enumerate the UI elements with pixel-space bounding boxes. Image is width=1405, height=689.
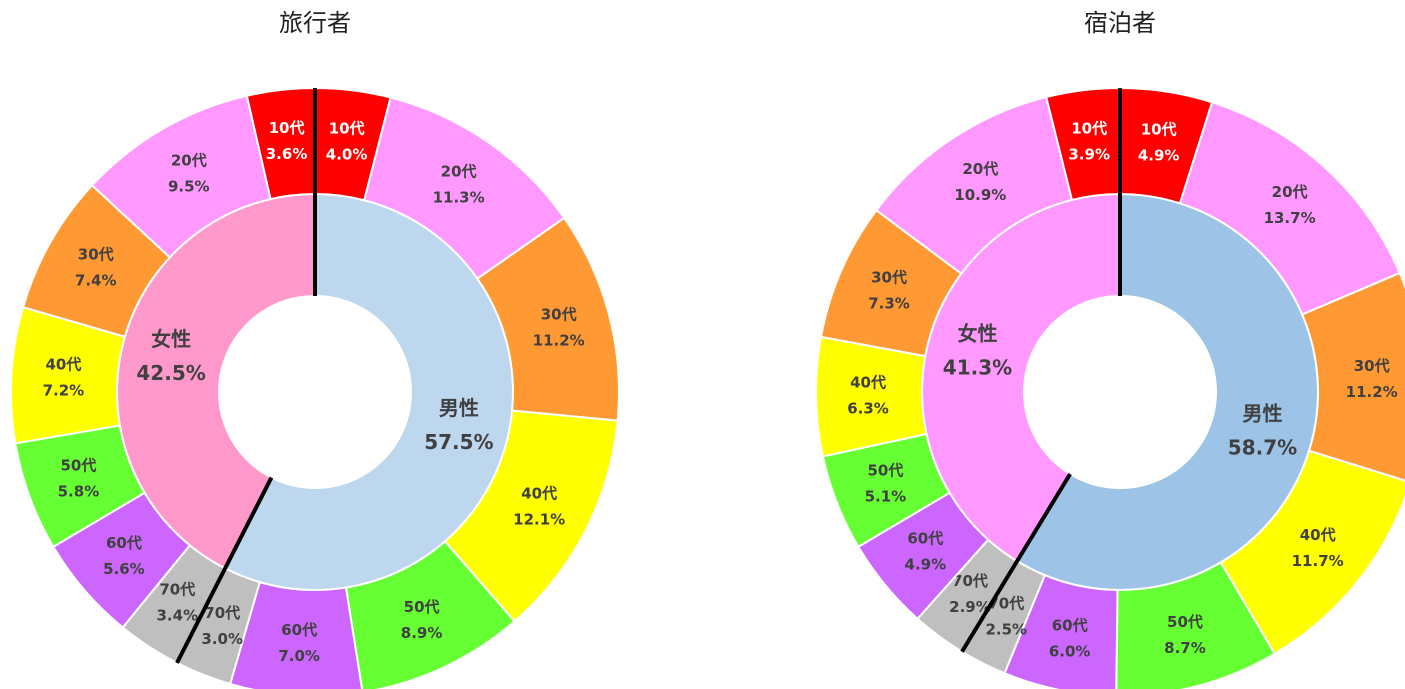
outer-segment	[344, 539, 517, 689]
segment-value: 12.1%	[513, 511, 565, 529]
segment-value: 2.9%	[949, 598, 991, 616]
segment-value: 11.2%	[533, 331, 585, 349]
segment-value: 5.1%	[865, 488, 907, 506]
gender-divider	[960, 472, 1072, 653]
segment-category: 70代	[952, 572, 988, 590]
segment-value: 5.6%	[103, 560, 145, 578]
segment-value: 6.0%	[1049, 642, 1091, 660]
segment-category: 10代	[329, 119, 365, 137]
outer-segment	[1300, 271, 1405, 482]
segment-value: 5.8%	[58, 482, 100, 500]
segment-category: 40代	[850, 373, 886, 391]
segment-category: 30代	[78, 245, 114, 263]
segment-category: 女性	[957, 322, 997, 346]
segment-category: 30代	[1354, 357, 1390, 375]
segment-category: 男性	[1243, 401, 1283, 425]
segment-value: 9.5%	[168, 177, 210, 195]
segment-value: 7.0%	[278, 647, 320, 665]
segment-category: 30代	[871, 269, 907, 287]
segment-category: 60代	[281, 621, 317, 639]
segment-category: 20代	[962, 160, 998, 178]
segment-category: 40代	[1300, 526, 1336, 544]
segment-value: 11.7%	[1292, 552, 1344, 570]
segment-value: 57.5%	[424, 430, 493, 454]
segment-category: 50代	[1167, 613, 1203, 631]
segment-category: 60代	[106, 534, 142, 552]
segment-category: 男性	[439, 396, 479, 420]
segment-value: 41.3%	[943, 356, 1012, 380]
segment-value: 7.3%	[868, 295, 910, 313]
segment-category: 70代	[988, 594, 1024, 612]
segment-category: 50代	[867, 462, 903, 480]
segment-value: 4.0%	[326, 145, 368, 163]
segment-value: 58.7%	[1228, 435, 1297, 459]
segment-category: 10代	[269, 119, 305, 137]
segment-value: 6.3%	[847, 399, 889, 417]
segment-value: 4.9%	[905, 556, 947, 574]
segment-value: 7.2%	[43, 381, 85, 399]
segment-value: 3.6%	[266, 145, 308, 163]
segment-category: 10代	[1071, 119, 1107, 137]
segment-category: 50代	[404, 598, 440, 616]
segment-category: 70代	[204, 604, 240, 622]
segment-category: 70代	[159, 581, 195, 599]
segment-category: 20代	[441, 162, 477, 180]
segment-category: 60代	[907, 530, 943, 548]
chart-title: 宿泊者	[1084, 9, 1156, 37]
segment-value: 11.2%	[1346, 383, 1398, 401]
segment-value: 3.9%	[1068, 145, 1110, 163]
segment-category: 50代	[61, 456, 97, 474]
segment-value: 10.9%	[954, 186, 1006, 204]
segment-category: 40代	[45, 355, 81, 373]
segment-category: 10代	[1141, 120, 1177, 138]
segment-value: 11.3%	[433, 188, 485, 206]
segment-value: 3.4%	[157, 607, 199, 625]
segment-category: 20代	[1272, 183, 1308, 201]
segment-value: 4.9%	[1138, 146, 1180, 164]
segment-value: 13.7%	[1264, 209, 1316, 227]
segment-category: 30代	[541, 305, 577, 323]
segment-category: 20代	[171, 151, 207, 169]
chart-title: 旅行者	[279, 9, 351, 37]
segment-category: 女性	[151, 327, 191, 351]
outer-segment	[1115, 561, 1277, 689]
segment-value: 2.5%	[985, 620, 1027, 638]
gender-divider	[175, 476, 274, 664]
segment-value: 8.7%	[1164, 639, 1206, 657]
segment-value: 8.9%	[401, 624, 443, 642]
segment-value: 3.0%	[201, 630, 243, 648]
segment-category: 60代	[1052, 616, 1088, 634]
segment-value: 42.5%	[136, 361, 205, 385]
segment-category: 40代	[521, 485, 557, 503]
outer-segment	[815, 335, 928, 458]
segment-value: 7.4%	[75, 271, 117, 289]
